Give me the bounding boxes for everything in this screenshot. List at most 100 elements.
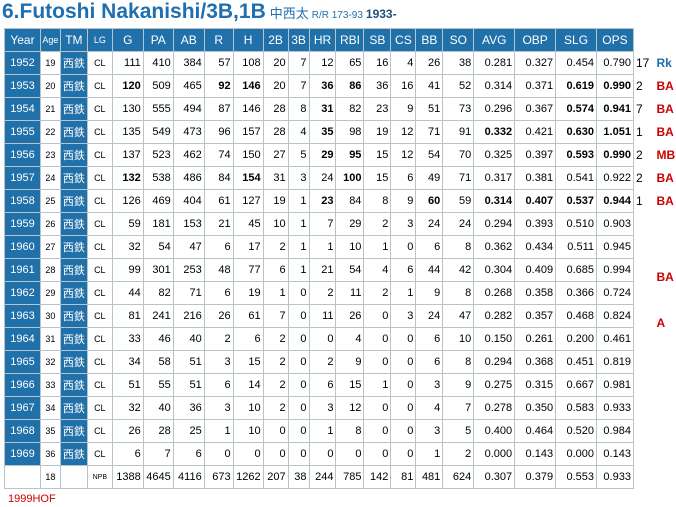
stat-cell: CL — [86, 189, 113, 213]
stat-cell: 6 — [203, 235, 234, 259]
total-cell: 1262 — [232, 465, 264, 489]
stat-cell: 1967 — [4, 396, 41, 420]
award-cell — [633, 328, 675, 351]
total-cell: 1388 — [111, 465, 144, 489]
stat-cell: CL — [86, 258, 113, 282]
award-cell: 17 Rk — [633, 52, 675, 75]
season-row: 1966 33 西鉄 CL 51 55 51 6 14 2 0 6 15 1 0 3 9 0.275 0.315 0.… — [4, 373, 676, 397]
stat-cell: 65 — [335, 51, 365, 75]
stat-cell: 7 — [262, 304, 289, 328]
stat-cell: 61 — [232, 304, 264, 328]
award-text: BA — [656, 125, 674, 139]
stat-cell: 西鉄 — [59, 120, 88, 144]
season-row: 1963 30 西鉄 CL 81 241 216 26 61 7 0 11 26 0 3 24 47 0.282 0… — [4, 304, 676, 330]
stat-cell: 0.268 — [473, 281, 516, 305]
stat-cell: 51 — [172, 373, 205, 397]
stat-cell: 9 — [390, 97, 417, 121]
column-header: 2B — [262, 28, 289, 52]
stat-cell: 120 — [111, 74, 144, 98]
stat-cell: 77 — [232, 258, 264, 282]
stat-cell: 465 — [172, 74, 205, 98]
stat-cell: 0.304 — [473, 258, 516, 282]
stat-cell: 0 — [363, 419, 392, 443]
stat-cell: 30 — [39, 304, 61, 328]
stat-cell: 27 — [262, 143, 289, 167]
stat-cell: 1 — [390, 281, 417, 305]
stat-cell: 49 — [415, 166, 444, 190]
stat-cell: 15 — [335, 373, 365, 397]
stat-cell: 0 — [308, 327, 337, 351]
stat-cell: 2 — [262, 350, 289, 374]
stat-cell: 9 — [390, 189, 417, 213]
stat-cell: 西鉄 — [59, 442, 88, 466]
stat-cell: 0 — [390, 373, 417, 397]
stat-cell: 1 — [287, 258, 310, 282]
stat-cell: 0.317 — [473, 166, 516, 190]
stat-cell: 2 — [442, 442, 475, 466]
stat-cell: 1 — [308, 235, 337, 259]
stat-cell: 61 — [203, 189, 234, 213]
award-cell — [633, 236, 675, 259]
column-header: TM — [59, 28, 88, 52]
award-text: MB — [656, 148, 676, 162]
total-cell: 81 — [390, 465, 417, 489]
stat-cell: 126 — [111, 189, 144, 213]
stat-cell: 20 — [262, 51, 289, 75]
stat-cell: 0.944 — [596, 189, 634, 213]
stat-cell: 10 — [232, 396, 264, 420]
stat-cell: 0 — [232, 442, 264, 466]
stat-cell: 0.451 — [555, 350, 597, 374]
stat-cell: 0.990 — [596, 143, 634, 167]
stat-cell: 84 — [203, 166, 234, 190]
column-header: RBI — [335, 28, 365, 52]
stat-cell: 523 — [142, 143, 174, 167]
stat-cell: 10 — [442, 327, 475, 351]
stat-cell: 54 — [335, 258, 365, 282]
stat-cell: 153 — [172, 212, 205, 236]
stat-cell: 0.468 — [555, 304, 597, 328]
stat-cell: 0 — [287, 350, 310, 374]
stat-cell: 82 — [335, 97, 365, 121]
stat-cell: 0 — [363, 327, 392, 351]
stat-cell: 1960 — [4, 235, 41, 259]
stat-cell: 36 — [363, 74, 392, 98]
stat-cell: 22 — [39, 120, 61, 144]
stat-cell: 2 — [363, 212, 392, 236]
stat-cell: 60 — [415, 189, 444, 213]
stat-cell: 0.143 — [596, 442, 634, 466]
stat-cell: CL — [86, 120, 113, 144]
stat-cell: 538 — [142, 166, 174, 190]
stat-cell: 0.984 — [596, 419, 634, 443]
stat-cell: 0 — [390, 235, 417, 259]
stat-cell: CL — [86, 419, 113, 443]
stat-cell: 西鉄 — [59, 166, 88, 190]
stat-cell: 1 — [287, 212, 310, 236]
stat-cell: 6 — [232, 327, 264, 351]
stat-cell: 0.630 — [555, 120, 597, 144]
bats-throws: R/R 173-93 — [311, 10, 363, 21]
stat-cell: 0.945 — [596, 235, 634, 259]
stat-cell: 西鉄 — [59, 258, 88, 282]
stat-cell: 8 — [363, 189, 392, 213]
stat-cell: 549 — [142, 120, 174, 144]
stat-cell: 0 — [287, 442, 310, 466]
season-row: 1967 34 西鉄 CL 32 40 36 3 10 2 0 3 12 0 0 4 7 0.278 0.350 0.… — [4, 396, 676, 420]
stat-cell: 70 — [442, 143, 475, 167]
total-cell: 0.933 — [596, 465, 634, 489]
stat-cell: 27 — [39, 235, 61, 259]
column-header: OPS — [596, 28, 634, 52]
total-cell: 4645 — [142, 465, 174, 489]
stat-cell: 32 — [111, 396, 144, 420]
stat-cell: 0.362 — [473, 235, 516, 259]
stat-cell: 8 — [442, 235, 475, 259]
stat-cell: 4 — [415, 396, 444, 420]
stat-cell: 0.933 — [596, 396, 634, 420]
stat-cell: 7 — [142, 442, 174, 466]
stat-cell: 0.400 — [473, 419, 516, 443]
stat-cell: 1965 — [4, 350, 41, 374]
header-row: Year Age TM LG G PA AB R H 2B 3B HR RBI SB CS BB SO AVG OB… — [4, 28, 676, 52]
stat-cell: 0.593 — [555, 143, 597, 167]
stat-cell: 38 — [442, 51, 475, 75]
stat-cell: 486 — [172, 166, 205, 190]
